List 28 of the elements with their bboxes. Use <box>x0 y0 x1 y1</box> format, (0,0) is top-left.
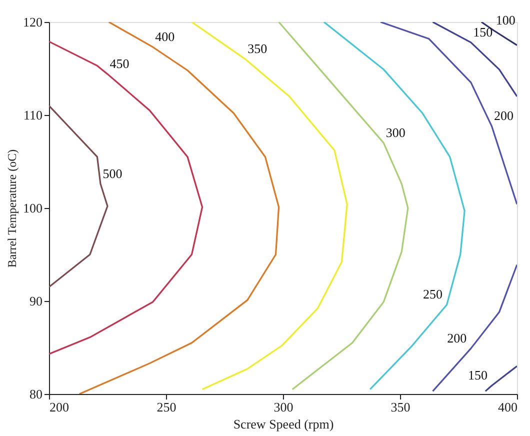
annotation: 250 <box>423 286 443 302</box>
annotation: 500 <box>102 166 122 181</box>
x-tick-label: 200 <box>50 400 69 414</box>
annotation: 400 <box>155 29 175 44</box>
annotation: 150 <box>468 368 488 383</box>
annotation: 350 <box>248 41 268 56</box>
x-tick-label: 350 <box>390 400 410 414</box>
x-axis-title: Screw Speed (rpm) <box>233 416 334 432</box>
line-series <box>278 22 409 390</box>
y-tick-label: 110 <box>23 108 42 122</box>
annotation: 150 <box>473 24 493 40</box>
line-series <box>49 40 204 355</box>
annotation: 100 <box>496 12 516 28</box>
y-axis-title: Barrel Temperature (oC) <box>5 149 19 268</box>
line-series <box>78 22 280 394</box>
annotation: 200 <box>447 330 467 346</box>
x-tick-label: 250 <box>156 400 176 414</box>
x-tick-label: 400 <box>498 400 518 414</box>
annotation: 450 <box>110 56 130 72</box>
x-tick-label: 300 <box>274 400 294 414</box>
y-tick-label: 100 <box>23 200 42 216</box>
annotation: 300 <box>386 124 406 140</box>
annotation: 200 <box>494 108 514 124</box>
line-series <box>323 22 466 390</box>
y-tick-label: 90 <box>30 294 42 308</box>
line-series <box>190 22 348 390</box>
y-tick-label: 120 <box>23 14 42 30</box>
y-tick-label: 80 <box>30 386 42 402</box>
